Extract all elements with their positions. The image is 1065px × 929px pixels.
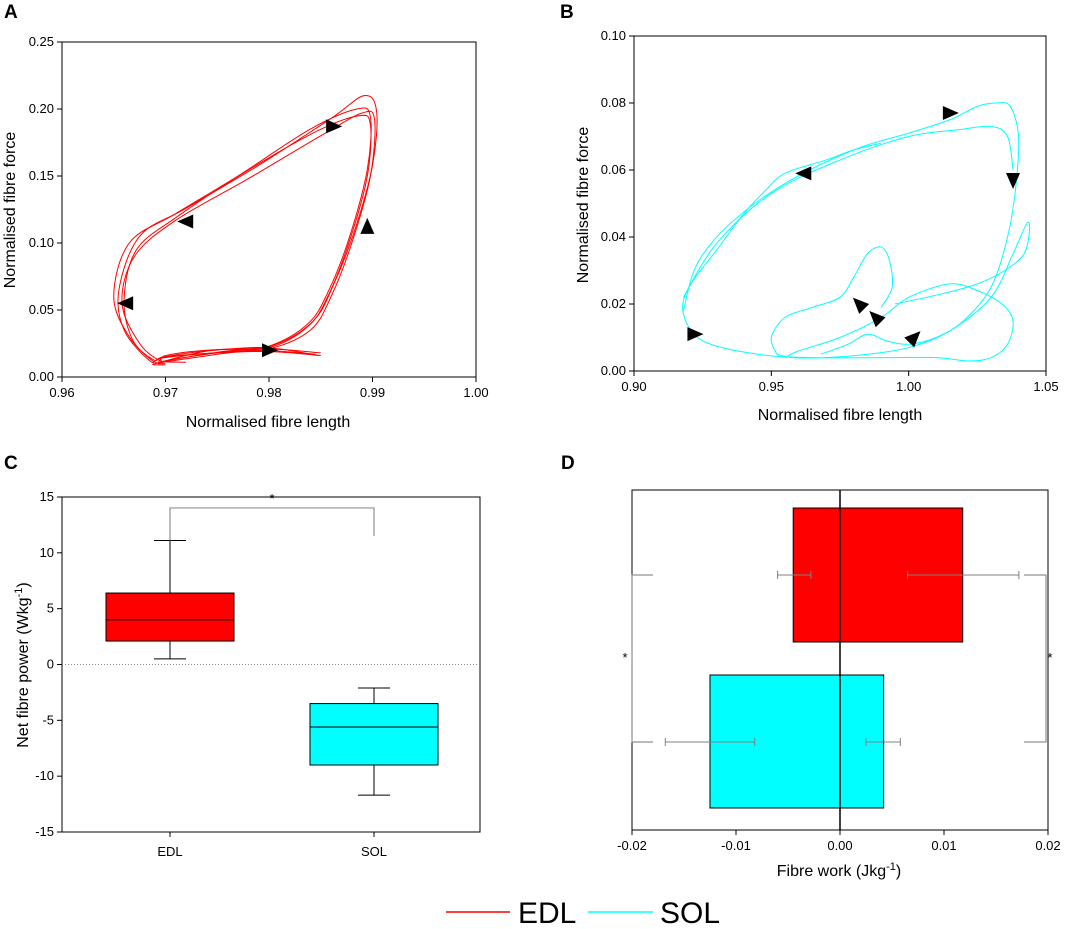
panel-c-y-tick-label: -5 [42, 712, 54, 727]
panel-a-series-line [113, 107, 372, 366]
panel-d-left-significance-star: * [622, 650, 627, 665]
panel-a-y-tick-label: 0.00 [29, 369, 54, 384]
panel-a-x-tick-label: 0.96 [49, 385, 74, 400]
panel-d-x-tick-label: 0.00 [827, 838, 852, 853]
panel-b-y-tick-label: 0.08 [601, 95, 626, 110]
panel-a-letter: A [4, 2, 18, 23]
panel-b: B 0.90 0.95 1.00 1.05 0.00 0.02 0.04 0.06 0.08 0… [560, 2, 1059, 424]
panel-b-series-line [682, 102, 1020, 355]
panel-a-y-tick-label: 0.10 [29, 235, 54, 250]
panel-b-y-tick-label: 0.02 [601, 296, 626, 311]
panel-b-x-tick-label: 0.95 [759, 379, 784, 394]
panel-c-y-tick-label: 5 [47, 601, 54, 616]
panel-b-series-line [683, 125, 1014, 298]
panel-b-x-label: Normalised fibre length [758, 407, 923, 424]
panel-b-direction-arrow [852, 297, 870, 314]
panel-c-significance-bracket: * [169, 491, 375, 541]
panel-a-y-tick-label: 0.15 [29, 168, 54, 183]
legend: EDL SOL [446, 897, 720, 929]
panel-a-x-label: Normalised fibre length [186, 414, 351, 431]
panel-a-direction-arrow [117, 296, 134, 311]
panel-b-direction-arrow [687, 327, 704, 342]
panel-c-x-tick-label: EDL [157, 844, 182, 859]
panel-b-letter: B [560, 2, 574, 23]
panel-d-left-significance-bracket [631, 574, 653, 743]
panel-c-y-tick-label: 15 [40, 489, 54, 504]
panel-c-y-tick-label: -10 [35, 768, 54, 783]
panel-d-x-tick-label: -0.02 [617, 838, 647, 853]
panel-a-x-tick-label: 0.97 [153, 385, 178, 400]
panel-a: A 0.96 0.97 0.98 0.99 1.00 0.00 0.05 0.10 0.15 0… [2, 2, 489, 431]
legend-edl-label: EDL [518, 897, 576, 929]
panel-b-y-tick-label: 0.10 [601, 28, 626, 43]
panel-a-x-tick-label: 0.98 [256, 385, 281, 400]
panel-d-x-tick-label: -0.01 [721, 838, 751, 853]
panel-a-x-tick-label: 1.00 [463, 385, 488, 400]
panel-b-y-tick-label: 0.06 [601, 162, 626, 177]
panel-c-x-tick-label: SOL [361, 844, 387, 859]
panel-b-direction-arrow [1006, 173, 1021, 190]
panel-b-direction-arrow [795, 166, 812, 181]
panel-b-direction-arrow [942, 106, 959, 121]
panel-b-series-line [776, 221, 1031, 359]
panel-b-direction-arrow [869, 311, 886, 328]
panel-b-direction-arrow [904, 331, 921, 348]
panel-a-series-line [117, 94, 378, 364]
panel-d-right-significance-star: * [1047, 650, 1052, 665]
panel-d-x-label: Fibre work (Jkg-1) [777, 861, 901, 880]
panel-d-x-tick-label: 0.02 [1035, 838, 1060, 853]
panel-d: D -0.02 -0.01 0.00 0.01 0.02 * * Fibre work (… [561, 453, 1061, 880]
panel-d-letter: D [561, 453, 575, 474]
panel-a-x-tick-label: 0.99 [360, 385, 385, 400]
panel-b-series-line [770, 246, 894, 355]
panel-c-y-tick-label: 0 [47, 657, 54, 672]
panel-a-series-line [121, 110, 376, 363]
panel-a-y-tick-label: 0.25 [29, 34, 54, 49]
panel-c: C -15 -10 -5 0 5 10 15 EDL SOL * Net fibre powe… [4, 453, 481, 859]
panel-b-y-tick-label: 0.04 [601, 229, 626, 244]
panel-d-x-tick-label: 0.01 [931, 838, 956, 853]
panel-c-y-tick-label: -15 [35, 824, 54, 839]
panel-c-y-label: Net fibre power (Wkg-1) [13, 582, 32, 747]
panel-a-y-tick-label: 0.20 [29, 101, 54, 116]
panel-b-y-tick-label: 0.00 [601, 363, 626, 378]
panel-a-direction-arrow [177, 214, 194, 229]
box-edl-iqr [105, 592, 235, 642]
panel-b-x-tick-label: 1.00 [896, 379, 921, 394]
panel-a-y-tick-label: 0.05 [29, 302, 54, 317]
panel-c-letter: C [4, 453, 18, 474]
panel-c-axes-frame [61, 496, 481, 833]
panel-b-series-line [682, 142, 1014, 362]
panel-a-direction-arrow [326, 119, 343, 134]
panel-b-x-tick-label: 1.05 [1033, 379, 1058, 394]
panel-b-x-tick-label: 0.90 [621, 379, 646, 394]
panel-c-significance-star: * [269, 491, 274, 506]
legend-sol-label: SOL [660, 897, 720, 929]
panel-c-y-tick-label: 10 [40, 545, 54, 560]
panel-a-axes-frame [61, 41, 477, 378]
box-sol-iqr [309, 703, 439, 766]
panel-d-right-significance-bracket [1024, 574, 1047, 743]
panel-a-series-line [123, 114, 372, 365]
panel-b-y-label: Normalised fibre force [575, 127, 592, 284]
panel-a-direction-arrow [262, 343, 278, 358]
panel-b-axes-frame [633, 35, 1047, 372]
panel-a-y-label: Normalised fibre force [2, 132, 19, 289]
panel-a-direction-arrow [360, 217, 375, 234]
